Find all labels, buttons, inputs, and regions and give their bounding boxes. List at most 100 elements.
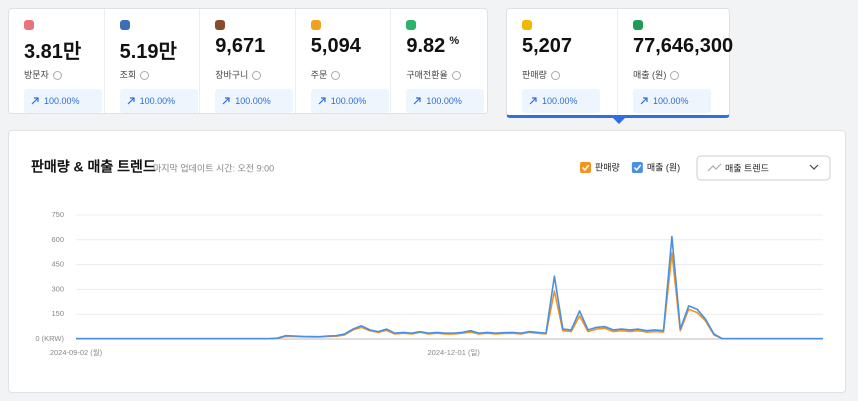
up-arrow xyxy=(529,97,537,105)
stat-change-value: 100.00% xyxy=(44,96,80,106)
stat-label-row: 장바구니 xyxy=(215,68,262,81)
dropdown[interactable] xyxy=(696,155,831,181)
stat-change: 100.00% xyxy=(406,89,485,113)
stat-label-row: 주문 xyxy=(311,68,341,81)
dropdown-icon xyxy=(707,163,722,172)
y-tick-label: 150 xyxy=(51,309,64,318)
stat-card[interactable]: 5,094 주문 100.00% xyxy=(296,9,392,113)
stat-change-value: 100.00% xyxy=(330,96,367,106)
dropdown-caret xyxy=(809,164,819,170)
stat-icon xyxy=(24,20,34,30)
up-arrow xyxy=(222,97,230,105)
y-tick-label: 600 xyxy=(51,235,64,244)
stat-icon xyxy=(522,20,532,30)
x-tick-label: 2024-09-02 (월) xyxy=(50,347,103,357)
series-line xyxy=(76,235,823,340)
stat-card[interactable]: 9.82% 구매전환율 100.00% xyxy=(391,9,487,113)
stat-change-value: 100.00% xyxy=(139,96,176,106)
stat-label: 구매전환율 xyxy=(406,70,448,80)
stat-card[interactable]: 77,646,300 매출 (원) 100.00% xyxy=(618,9,733,115)
stat-label-row: 판매량 xyxy=(522,68,560,81)
stat-value-row: 5.19만 xyxy=(120,35,177,64)
stat-label: 장바구니 xyxy=(215,70,249,80)
stat-value: 5.19만 xyxy=(119,41,177,63)
stat-label: 매출 (원) xyxy=(633,70,667,80)
up-arrow xyxy=(31,97,39,105)
y-tick-label: 300 xyxy=(51,284,64,293)
stat-value: 5,207 xyxy=(522,35,573,57)
legend-checkbox[interactable] xyxy=(631,162,643,173)
stat-value-row: 5,094 xyxy=(311,35,361,58)
stat-value-row: 9,671 xyxy=(215,35,265,58)
up-arrow xyxy=(413,97,421,105)
stat-value: 3.81만 xyxy=(24,41,82,63)
legend-check xyxy=(581,164,590,172)
stat-label: 방문자 xyxy=(24,70,49,80)
y-tick-label: 750 xyxy=(51,210,64,219)
stat-value: 9,671 xyxy=(215,35,266,57)
stat-icon xyxy=(119,20,130,30)
stat-card[interactable]: 5,207 판매량 100.00% xyxy=(507,9,618,115)
help-icon xyxy=(252,71,262,81)
stat-label: 주문 xyxy=(310,70,328,80)
stat-label-row: 방문자 xyxy=(24,68,62,81)
x-tick-label: 2024-12-01 (일) xyxy=(428,348,481,357)
help-icon xyxy=(550,71,560,81)
stat-change: 100.00% xyxy=(215,89,294,113)
legend-checkbox[interactable] xyxy=(580,162,591,173)
stat-change-value: 100.00% xyxy=(542,96,578,106)
stat-change: 100.00% xyxy=(522,89,600,113)
panel-title: 판매량 & 매출 트렌드 xyxy=(31,159,156,175)
selection-pointer xyxy=(612,117,626,124)
update-time: 마지막 업데이트 시간: 오전 9:00 xyxy=(153,163,274,173)
up-arrow xyxy=(127,97,135,105)
stat-value: 77,646,300 xyxy=(633,35,734,57)
y-tick-label: 450 xyxy=(51,260,64,269)
stat-value: 9.82 xyxy=(406,35,446,57)
help-icon xyxy=(52,71,62,81)
stat-change-value: 100.00% xyxy=(426,96,462,106)
chart: 판매량 & 매출 트렌드 마지막 업데이트 시간: 오전 9:00 매출 트렌드… xyxy=(31,155,831,357)
dropdown-label: 매출 트렌드 xyxy=(725,163,769,173)
stat-label-row: 구매전환율 xyxy=(406,68,461,81)
stat-change-value: 100.00% xyxy=(653,96,689,106)
stat-change: 100.00% xyxy=(24,89,102,113)
stat-change: 100.00% xyxy=(310,89,389,113)
help-icon xyxy=(140,71,150,81)
stat-label-row: 조회 xyxy=(120,68,150,81)
stat-value-row: 9.82% xyxy=(406,35,459,58)
series-line xyxy=(76,252,823,340)
stat-label: 조회 xyxy=(119,70,137,80)
help-icon xyxy=(670,71,680,81)
legend-label: 매출 (원) xyxy=(647,162,680,172)
stat-icon xyxy=(310,20,321,30)
legend-check xyxy=(633,164,642,172)
stat-value-row: 3.81만 xyxy=(24,35,81,64)
stat-label: 판매량 xyxy=(522,70,547,80)
stat-value-row: 5,207 xyxy=(522,35,572,58)
stat-icon xyxy=(215,20,226,30)
y-tick-label: 0 (KRW) xyxy=(35,334,64,343)
legend-label: 판매량 xyxy=(595,161,620,172)
help-icon xyxy=(331,71,341,81)
selected-stats-group: 5,207 판매량 100.00% 77,646,300 매출 (원) 100.00% xyxy=(506,8,733,118)
stat-icon xyxy=(633,20,643,30)
stat-value: 5,094 xyxy=(310,35,361,57)
stat-card[interactable]: 9,671 장바구니 100.00% xyxy=(200,9,296,113)
stat-icon xyxy=(406,20,417,30)
chart-panel: 판매량 & 매출 트렌드 마지막 업데이트 시간: 오전 9:00 매출 트렌드… xyxy=(8,130,846,393)
stat-label-row: 매출 (원) xyxy=(633,68,680,81)
stat-change: 100.00% xyxy=(633,89,711,113)
stat-value-row: 77,646,300 xyxy=(633,35,733,58)
legend: 판매량 매출 (원) xyxy=(580,161,680,173)
help-icon xyxy=(451,71,461,81)
up-arrow xyxy=(640,97,648,105)
up-arrow xyxy=(318,97,326,105)
stat-change-value: 100.00% xyxy=(235,96,271,106)
stat-change: 100.00% xyxy=(119,89,198,113)
stat-unit: % xyxy=(449,35,460,47)
